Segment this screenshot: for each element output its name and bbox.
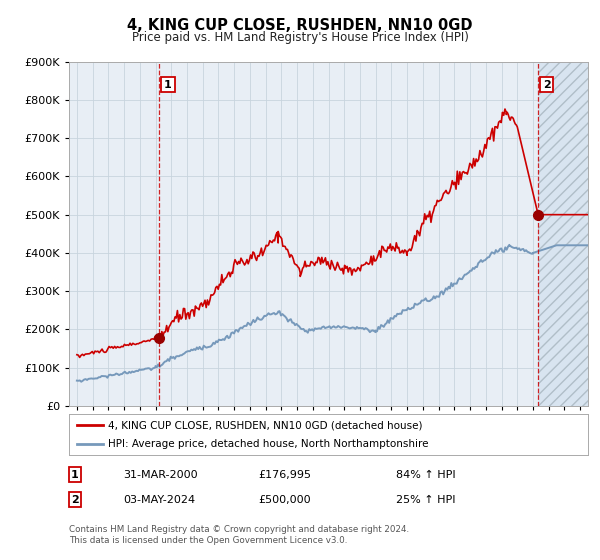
Text: 1: 1 [164,80,172,90]
Text: 4, KING CUP CLOSE, RUSHDEN, NN10 0GD: 4, KING CUP CLOSE, RUSHDEN, NN10 0GD [127,18,473,32]
Text: 25% ↑ HPI: 25% ↑ HPI [396,494,455,505]
Text: Contains HM Land Registry data © Crown copyright and database right 2024.
This d: Contains HM Land Registry data © Crown c… [69,525,409,545]
Bar [538,62,600,406]
Text: 03-MAY-2024: 03-MAY-2024 [123,494,195,505]
Text: Price paid vs. HM Land Registry's House Price Index (HPI): Price paid vs. HM Land Registry's House … [131,31,469,44]
Text: 2: 2 [71,494,79,505]
Text: £500,000: £500,000 [258,494,311,505]
Text: 1: 1 [71,470,79,480]
Bar [538,62,600,406]
Text: 2: 2 [543,80,551,90]
Text: 31-MAR-2000: 31-MAR-2000 [123,470,197,480]
Text: £176,995: £176,995 [258,470,311,480]
Text: HPI: Average price, detached house, North Northamptonshire: HPI: Average price, detached house, Nort… [108,439,428,449]
Text: 84% ↑ HPI: 84% ↑ HPI [396,470,455,480]
Text: 4, KING CUP CLOSE, RUSHDEN, NN10 0GD (detached house): 4, KING CUP CLOSE, RUSHDEN, NN10 0GD (de… [108,421,422,430]
